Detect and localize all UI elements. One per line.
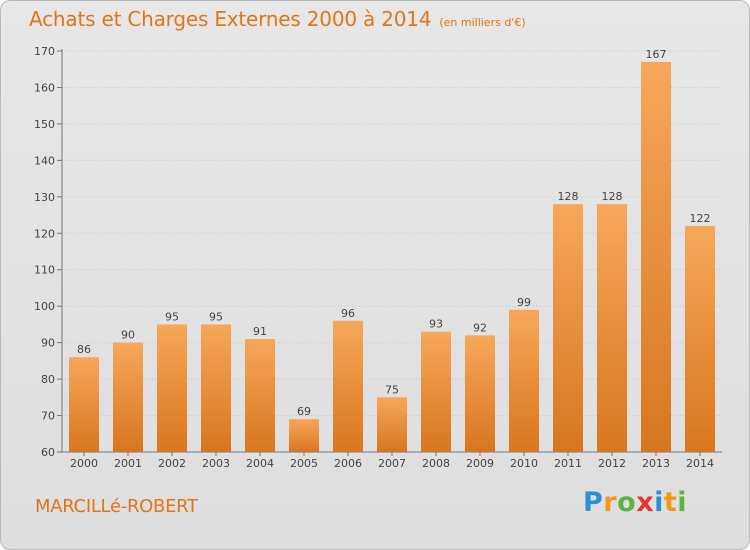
proxiti-logo[interactable]: Proxiti [583, 487, 687, 518]
chart-title-text: Achats et Charges Externes 2000 à 2014 [29, 7, 432, 31]
y-tick-label: 70 [41, 410, 55, 423]
x-tick-label: 2009 [466, 457, 494, 470]
logo-letter: i [654, 487, 664, 518]
x-tick-label: 2008 [422, 457, 450, 470]
y-tick-label: 60 [41, 446, 55, 459]
y-tick-label: 160 [34, 81, 55, 94]
data-label: 95 [209, 310, 223, 323]
x-tick-label: 2000 [70, 457, 98, 470]
y-tick-label: 140 [34, 154, 55, 167]
bar-2008 [421, 331, 451, 452]
bar-2007 [377, 397, 407, 452]
x-tick-label: 2004 [246, 457, 274, 470]
logo-letter: i [677, 487, 688, 518]
x-tick-label: 2003 [202, 457, 230, 470]
y-tick-label: 120 [34, 227, 55, 240]
logo-letter: r [603, 487, 618, 518]
data-label: 167 [646, 48, 667, 61]
data-label: 91 [253, 325, 267, 338]
data-label: 75 [385, 383, 399, 396]
y-tick-label: 90 [41, 337, 55, 350]
chart-unit: (en milliers d'€) [439, 16, 526, 29]
logo-letter: o [617, 487, 637, 518]
y-tick-label: 110 [34, 264, 55, 277]
data-label: 128 [602, 190, 623, 203]
bar-2011 [553, 204, 583, 452]
x-tick-label: 2007 [378, 457, 406, 470]
bar-2009 [465, 335, 495, 452]
bar-2013 [641, 61, 671, 452]
bar-2010 [509, 309, 539, 452]
bar-2002 [157, 324, 187, 452]
bar-2005 [289, 419, 319, 452]
data-label: 99 [517, 296, 531, 309]
bar-2003 [201, 324, 231, 452]
x-tick-label: 2014 [686, 457, 714, 470]
x-tick-label: 2002 [158, 457, 186, 470]
bar-2004 [245, 338, 275, 452]
x-tick-label: 2012 [598, 457, 626, 470]
data-label: 93 [429, 318, 443, 331]
y-tick-label: 170 [34, 45, 55, 58]
y-tick-label: 100 [34, 300, 55, 313]
logo-letter: t [663, 487, 678, 518]
bar-2012 [597, 204, 627, 452]
data-label: 92 [473, 321, 487, 334]
bar-2001 [113, 342, 143, 452]
y-tick-label: 150 [34, 118, 55, 131]
logo-letter: x [636, 487, 655, 518]
data-label: 69 [297, 405, 311, 418]
chart-title: Achats et Charges Externes 2000 à 2014 (e… [29, 7, 526, 31]
data-label: 122 [690, 212, 711, 225]
axes: 60 70 80 90 100 110 120 130 140 150 160 170 2000 2001… [34, 45, 722, 470]
bar-2006 [333, 320, 363, 452]
logo-letter: P [583, 487, 604, 518]
y-tick-label: 130 [34, 191, 55, 204]
data-label: 90 [121, 329, 135, 342]
x-tick-label: 2011 [554, 457, 582, 470]
bar-2000 [69, 357, 99, 452]
x-tick-label: 2013 [642, 457, 670, 470]
x-tick-label: 2010 [510, 457, 538, 470]
data-label: 96 [341, 307, 355, 320]
x-tick-label: 2001 [114, 457, 142, 470]
data-labels: 86 90 95 95 91 69 96 75 93 92 99 128 128 167 122 [77, 48, 711, 418]
y-tick-label: 80 [41, 373, 55, 386]
data-label: 95 [165, 310, 179, 323]
bars [69, 61, 715, 452]
data-label: 128 [558, 190, 579, 203]
x-tick-label: 2006 [334, 457, 362, 470]
bar-2014 [685, 225, 715, 452]
data-label: 86 [77, 343, 91, 356]
x-tick-label: 2005 [290, 457, 318, 470]
location-name: MARCILLé-ROBERT [35, 496, 198, 517]
